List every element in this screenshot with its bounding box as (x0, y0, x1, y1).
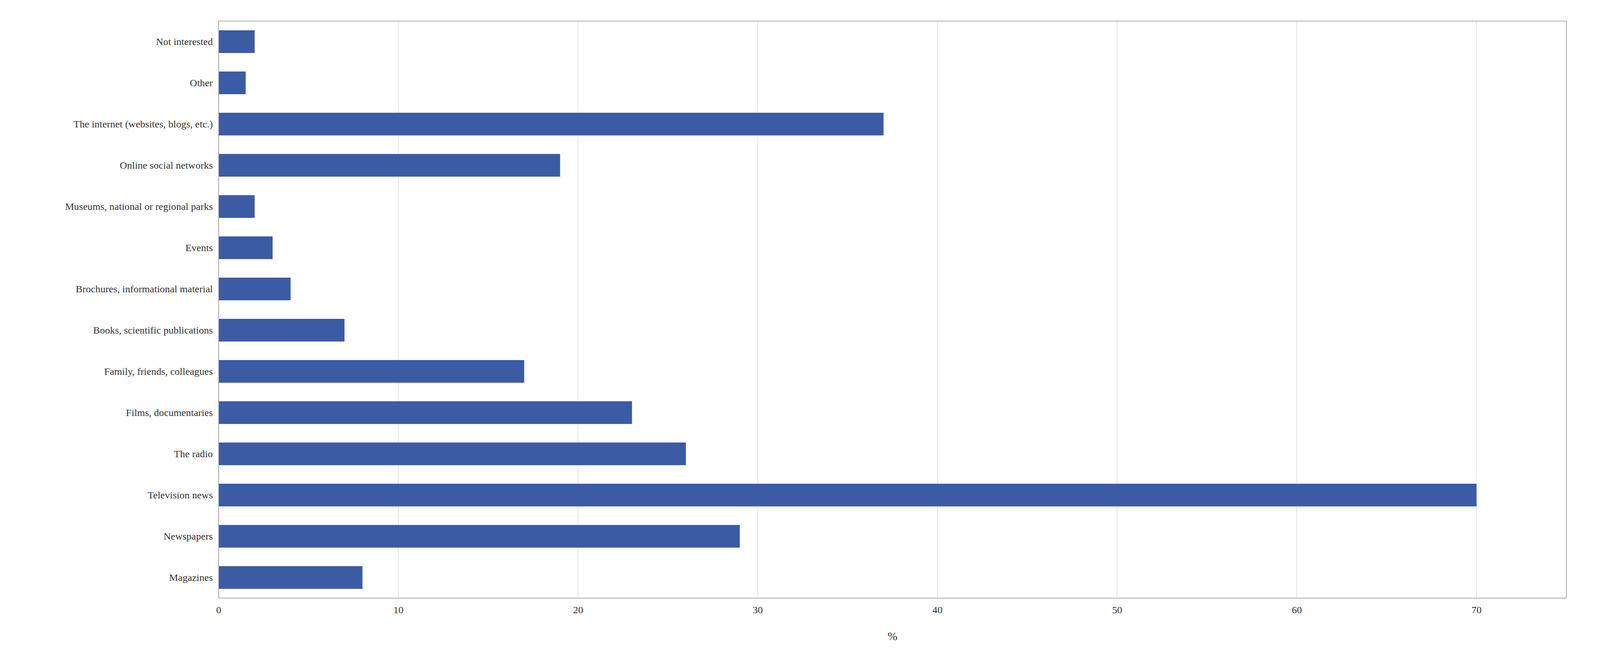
bar (218, 30, 255, 53)
y-tick-label: Brochures, informational material (75, 283, 213, 295)
grid (218, 21, 1477, 599)
bar (218, 442, 687, 466)
bar (218, 318, 345, 342)
y-tick-label: Films, documentaries (125, 407, 213, 419)
grid-line (937, 21, 938, 599)
grid-line (1116, 21, 1118, 599)
grid-line (1296, 21, 1298, 599)
x-tick-label: 60 (1291, 604, 1302, 616)
bar (218, 566, 363, 589)
grid-line (1476, 21, 1478, 599)
x-tick-label: 0 (216, 604, 222, 616)
bar (218, 360, 525, 383)
bar (218, 153, 561, 177)
x-tick-label: 70 (1471, 604, 1482, 616)
y-tick-label: Family, friends, colleagues (104, 365, 213, 377)
y-tick-label: Television news (147, 489, 213, 501)
plot-frame (218, 21, 1567, 599)
bar (218, 401, 633, 424)
bar (218, 236, 273, 260)
y-tick-label: Not interested (156, 36, 213, 48)
y-tick-label: Museums, national or regional parks (65, 201, 213, 212)
bar (218, 195, 255, 218)
x-tick-label: 40 (932, 604, 943, 616)
bar (218, 483, 1477, 507)
y-tick-label: Other (189, 77, 213, 89)
bars (218, 30, 1477, 589)
bar (218, 71, 246, 95)
x-tick-label: 10 (393, 604, 404, 616)
y-tick-label: Books, scientific publications (92, 324, 213, 336)
y-tick-label: Magazines (169, 572, 213, 583)
y-tick-label: The internet (websites, blogs, etc.) (73, 118, 213, 130)
grid-line (757, 21, 759, 599)
y-tick-label: Online social networks (119, 159, 213, 171)
x-tick-label: 30 (752, 604, 763, 616)
bar (218, 112, 884, 136)
y-tick-label: Events (185, 242, 213, 254)
chart-svg: 0 10 20 30 40 50 60 70 Not interested Other The in… (0, 0, 1600, 657)
x-axis-label: % (887, 629, 898, 643)
y-tick-label: The radio (173, 448, 213, 460)
x-tick-label: 20 (572, 604, 583, 616)
chart-container: 0 10 20 30 40 50 60 70 Not interested Other The in… (0, 0, 1600, 657)
y-tick-label: Newspapers (163, 530, 213, 542)
bar (218, 524, 740, 548)
grid-line (397, 21, 399, 599)
grid-line (577, 21, 579, 599)
x-tick-label: 50 (1112, 604, 1123, 616)
bar (218, 277, 291, 301)
